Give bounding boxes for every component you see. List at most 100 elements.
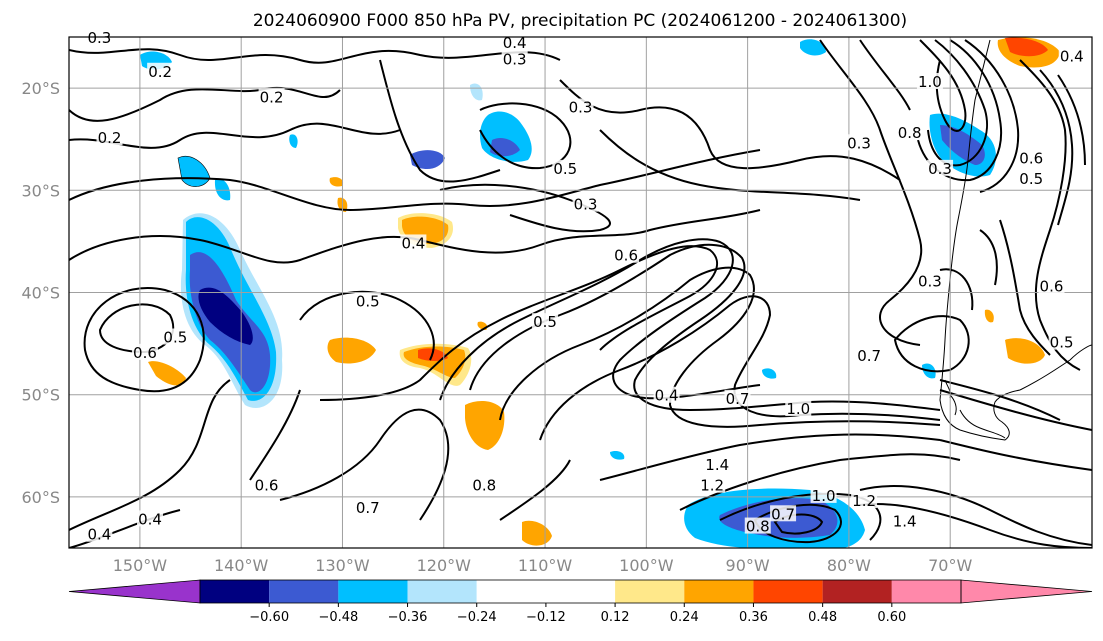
- contour-label: 0.5: [1050, 334, 1074, 352]
- contour-label-background: [86, 525, 113, 542]
- colorbar-segment: [684, 580, 754, 603]
- pv-contour: [69, 149, 761, 212]
- coastline-chile: [939, 39, 1021, 441]
- pv-contour: [859, 39, 911, 111]
- pv-contour: [319, 245, 719, 401]
- pv-contour: [919, 39, 967, 132]
- colorbar-segment: [753, 580, 823, 603]
- contour-label: 0.4: [138, 510, 162, 528]
- contour-label: 0.3: [503, 51, 527, 69]
- contour-label: 0.2: [98, 129, 122, 147]
- contour-label-background: [699, 476, 726, 493]
- pv-contour: [299, 290, 435, 361]
- contour-label: 1.0: [918, 73, 942, 91]
- contour-label: 0.5: [533, 313, 557, 331]
- lat-tick-label: 40°S: [21, 284, 60, 303]
- contour-label-background: [724, 389, 751, 406]
- colorbar-tick-label: 0.24: [670, 610, 699, 625]
- contour-label: 0.8: [472, 477, 496, 495]
- contour-label: 0.6: [133, 344, 157, 362]
- lon-tick-label: 90°W: [726, 556, 770, 575]
- pv-contour: [439, 183, 611, 233]
- contour-label: 0.8: [746, 518, 770, 536]
- pos-anomaly: [984, 309, 994, 323]
- contour-label: 0.7: [857, 347, 881, 365]
- contour-label: 0.4: [1060, 47, 1084, 65]
- contour-label: 0.5: [163, 328, 187, 346]
- lon-tick-label: 150°W: [113, 556, 168, 575]
- contour-label: 0.4: [401, 234, 425, 252]
- pv-contour: [499, 266, 941, 428]
- colorbar-border: [199, 579, 962, 604]
- pos-anomaly: [522, 520, 552, 546]
- pos-anomaly: [1005, 338, 1045, 364]
- contour-label-background: [354, 499, 381, 516]
- pv-contour: [1057, 74, 1086, 166]
- colorbar-tick-label: 0.12: [601, 610, 630, 625]
- lat-axis-labels: 20°S 30°S 40°S 50°S 60°S: [21, 79, 60, 507]
- neg-anomaly-chile: [940, 125, 985, 165]
- contour-label-background: [1018, 149, 1045, 166]
- pv-contour: [479, 102, 572, 170]
- lon-tick-label: 110°W: [518, 556, 573, 575]
- contour-label: 0.2: [260, 88, 284, 106]
- contour-label: 0.3: [574, 196, 598, 214]
- pv-contour: [979, 229, 998, 286]
- contour-label-background: [572, 195, 599, 212]
- contour-label: 0.3: [569, 99, 593, 117]
- contour-label-background: [501, 34, 528, 51]
- colorbar-tick-label: −0.12: [526, 610, 566, 625]
- contour-label: 0.3: [928, 160, 952, 178]
- contour-label-background: [1038, 277, 1065, 294]
- contour-label-background: [927, 159, 954, 176]
- contour-label-background: [532, 313, 559, 330]
- coastline-argentina: [1019, 344, 1092, 391]
- contour-label-background: [896, 124, 923, 141]
- contour-label-background: [785, 400, 812, 417]
- contour-label: 0.3: [847, 134, 871, 152]
- pv-contour: [249, 389, 301, 481]
- contour-label-background: [400, 234, 427, 251]
- pv-contour: [859, 503, 1092, 548]
- colorbar-segment: [269, 580, 339, 603]
- lat-tick-label: 30°S: [21, 181, 60, 200]
- colorbar-tick-label: 0.60: [877, 610, 906, 625]
- contour-label: 0.3: [918, 272, 942, 290]
- contour-label: 0.4: [655, 387, 679, 405]
- neg-anomaly-small: [410, 150, 445, 170]
- contour-label-background: [810, 486, 837, 503]
- contour-label-background: [1048, 333, 1075, 350]
- pv-contour: [927, 39, 988, 167]
- contour-label-background: [770, 505, 797, 522]
- map-area: 0.30.20.20.20.40.30.30.50.30.40.60.50.50…: [68, 29, 1093, 549]
- pv-contour: [499, 459, 571, 521]
- contour-label-background: [147, 62, 174, 79]
- pos-anomaly: [148, 361, 186, 386]
- colorbar-segment: [615, 580, 685, 603]
- pv-contour: [964, 39, 1020, 193]
- contour-label-background: [552, 159, 579, 176]
- contour-label-background: [471, 476, 498, 493]
- lon-tick-label: 100°W: [619, 556, 674, 575]
- lon-tick-label: 70°W: [928, 556, 972, 575]
- contour-label: 1.0: [812, 487, 836, 505]
- lat-tick-label: 60°S: [21, 488, 60, 507]
- neg-anomaly-small: [214, 178, 231, 201]
- contour-label-background: [567, 98, 594, 115]
- contour-label: 1.4: [893, 512, 917, 530]
- contour-label-background: [501, 50, 528, 67]
- contour-label: 0.5: [553, 160, 577, 178]
- pv-contour: [559, 79, 901, 181]
- contour-label: 0.6: [1019, 150, 1043, 168]
- neg-anomaly-small: [800, 39, 826, 56]
- contour-label-background: [653, 386, 680, 403]
- contour-label-background: [131, 343, 158, 360]
- contour-label: 0.5: [356, 293, 380, 311]
- neg-anomaly-central-pacific: [180, 213, 283, 408]
- colorbar-segment: [822, 580, 892, 603]
- contour-label-background: [916, 72, 943, 89]
- map-frame: [68, 36, 1093, 549]
- map-title: 2024060900 F000 850 hPa PV, precipitatio…: [253, 11, 907, 31]
- contour-label-background: [96, 129, 123, 146]
- contour-label-background: [354, 292, 381, 309]
